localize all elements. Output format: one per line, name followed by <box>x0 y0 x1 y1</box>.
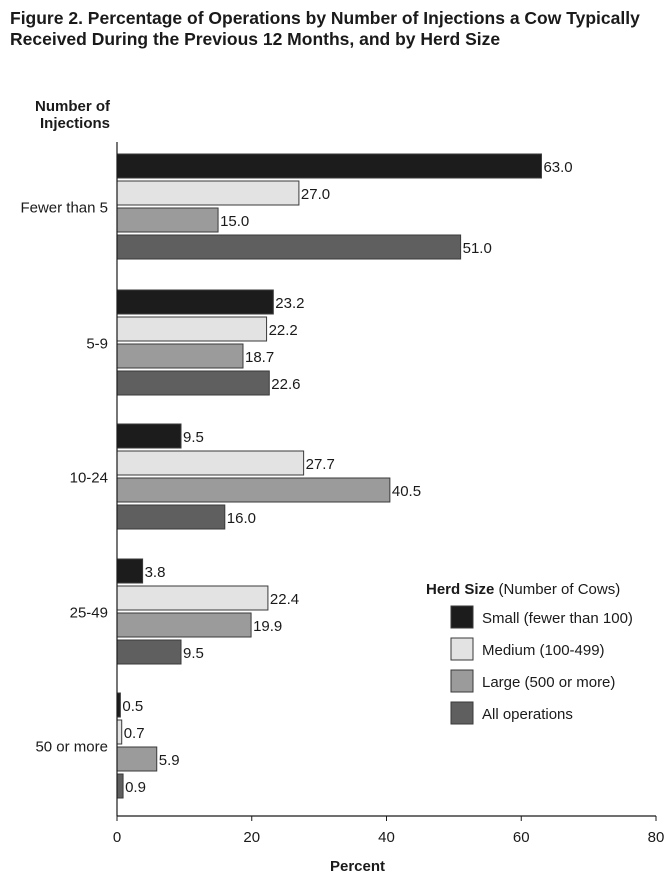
data-label: 22.4 <box>270 591 299 608</box>
x-tick-label: 20 <box>243 829 260 846</box>
chart-title: Figure 2. Percentage of Operations by Nu… <box>10 8 640 49</box>
x-tick-label: 40 <box>378 829 395 846</box>
bar <box>116 558 144 584</box>
data-label: 5.9 <box>159 752 180 769</box>
bar <box>116 423 182 449</box>
data-label: 63.0 <box>543 159 572 176</box>
data-label: 51.0 <box>463 240 492 257</box>
legend-title-bold: Herd Size <box>426 581 494 598</box>
bar <box>116 370 270 396</box>
legend-title-rest: (Number of Cows) <box>494 581 620 598</box>
data-label: 0.7 <box>124 725 145 742</box>
category-label: 25-49 <box>70 605 108 622</box>
bar <box>116 719 123 745</box>
bar <box>116 773 124 799</box>
x-tick-label: 80 <box>648 829 665 846</box>
data-label: 27.0 <box>301 186 330 203</box>
category-label: 10-24 <box>70 470 108 487</box>
data-label: 23.2 <box>275 295 304 312</box>
data-label: 0.5 <box>122 698 143 715</box>
legend-swatch <box>450 701 474 725</box>
data-label: 16.0 <box>227 510 256 527</box>
y-axis-title-line1: Number of <box>35 98 110 115</box>
bar <box>116 477 391 503</box>
data-label: 22.2 <box>269 322 298 339</box>
bar <box>116 234 462 260</box>
bar <box>116 207 219 233</box>
x-tick-label: 60 <box>513 829 530 846</box>
bar <box>116 289 274 315</box>
data-label: 27.7 <box>306 456 335 473</box>
category-label: 50 or more <box>35 739 108 756</box>
data-label: 15.0 <box>220 213 249 230</box>
legend-entry: Medium (100-499) <box>482 642 605 659</box>
bar <box>116 180 300 206</box>
data-label: 3.8 <box>145 564 166 581</box>
legend-swatch <box>450 669 474 693</box>
legend-entry: Large (500 or more) <box>482 674 615 691</box>
data-label: 0.9 <box>125 779 146 796</box>
bar <box>116 585 269 611</box>
y-axis-title: Number of Injections <box>0 98 120 132</box>
bar <box>116 612 252 638</box>
category-label: Fewer than 5 <box>20 200 108 217</box>
bar <box>116 639 182 665</box>
bar <box>116 343 244 369</box>
data-label: 18.7 <box>245 349 274 366</box>
x-tick-label: 0 <box>113 829 121 846</box>
data-label: 9.5 <box>183 429 204 446</box>
legend-entry: Small (fewer than 100) <box>482 610 633 627</box>
bar <box>116 504 226 530</box>
x-axis-title: Percent <box>330 858 386 875</box>
legend-swatch <box>450 605 474 629</box>
data-label: 22.6 <box>271 376 300 393</box>
legend-swatch <box>450 637 474 661</box>
category-label: 5-9 <box>86 336 108 353</box>
y-axis-title-line2: Injections <box>39 115 110 132</box>
legend-entry: All operations <box>482 706 573 723</box>
data-label: 9.5 <box>183 645 204 662</box>
bar <box>116 316 268 342</box>
legend-title: Herd Size (Number of Cows) <box>426 581 620 598</box>
data-label: 19.9 <box>253 618 282 635</box>
bar <box>116 450 305 476</box>
bar <box>116 746 158 772</box>
data-label: 40.5 <box>392 483 421 500</box>
bar <box>116 153 542 179</box>
